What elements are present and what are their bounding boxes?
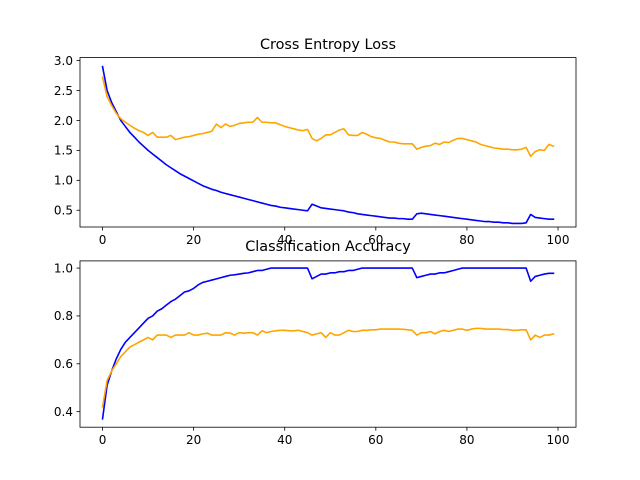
accuracy-axes-frame bbox=[79, 260, 577, 428]
accuracy-y-tick-label-1: 0.6 bbox=[54, 357, 73, 371]
accuracy-x-tick-label-5: 100 bbox=[547, 433, 570, 447]
accuracy-y-tick-label-3: 1.0 bbox=[54, 261, 73, 275]
accuracy-y-ticks: 0.4 0.6 0.8 1.0 bbox=[54, 261, 80, 419]
accuracy-x-tick-label-4: 80 bbox=[459, 433, 474, 447]
accuracy-series-line-0 bbox=[101, 267, 555, 420]
loss-x-ticks: 0 20 40 60 80 100 bbox=[99, 227, 570, 247]
accuracy-axes: Classification Accuracy 0 20 40 60 80 100 0.4… bbox=[54, 239, 577, 447]
accuracy-x-tick-label-3: 60 bbox=[368, 433, 383, 447]
loss-x-tick-label-5: 100 bbox=[547, 233, 570, 247]
accuracy-series-layer bbox=[101, 267, 555, 420]
loss-y-ticks: 0.5 1.0 1.5 2.0 2.5 3.0 bbox=[54, 54, 80, 218]
loss-x-tick-label-1: 20 bbox=[186, 233, 201, 247]
loss-axes-frame bbox=[79, 57, 577, 228]
accuracy-x-tick-label-2: 40 bbox=[277, 433, 292, 447]
accuracy-chart-title: Classification Accuracy bbox=[245, 239, 411, 255]
loss-y-tick-label-5: 3.0 bbox=[54, 54, 73, 68]
loss-y-tick-label-4: 2.5 bbox=[54, 84, 73, 98]
loss-chart-title: Cross Entropy Loss bbox=[260, 37, 396, 53]
loss-axes: Cross Entropy Loss 0 20 40 60 80 100 0.5 1.0 1.… bbox=[54, 37, 577, 247]
loss-x-tick-label-2: 40 bbox=[277, 233, 292, 247]
loss-x-tick-label-0: 0 bbox=[99, 233, 107, 247]
accuracy-x-ticks: 0 20 40 60 80 100 bbox=[99, 427, 570, 447]
loss-series-layer bbox=[101, 65, 555, 225]
accuracy-x-tick-label-1: 20 bbox=[186, 433, 201, 447]
loss-y-tick-label-2: 1.5 bbox=[54, 144, 73, 158]
loss-x-tick-label-3: 60 bbox=[368, 233, 383, 247]
loss-x-tick-label-4: 80 bbox=[459, 233, 474, 247]
loss-series-line-1 bbox=[101, 76, 555, 158]
accuracy-series-line-1 bbox=[101, 327, 555, 408]
accuracy-x-tick-label-0: 0 bbox=[99, 433, 107, 447]
loss-series-line-0 bbox=[101, 65, 555, 225]
accuracy-y-tick-label-2: 0.8 bbox=[54, 309, 73, 323]
loss-y-tick-label-1: 1.0 bbox=[54, 174, 73, 188]
loss-y-tick-label-3: 2.0 bbox=[54, 114, 73, 128]
loss-y-tick-label-0: 0.5 bbox=[54, 204, 73, 218]
accuracy-y-tick-label-0: 0.4 bbox=[54, 405, 73, 419]
